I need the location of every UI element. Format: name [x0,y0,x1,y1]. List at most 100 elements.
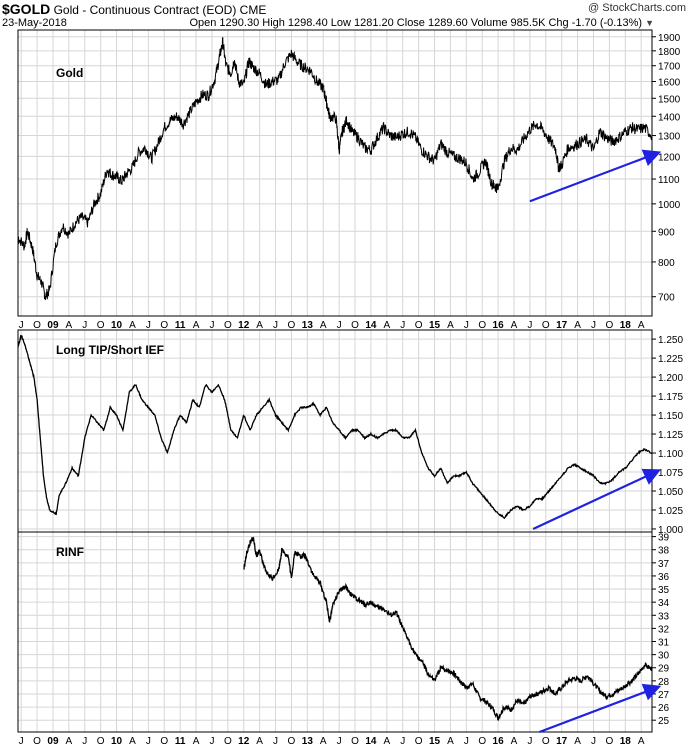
y-tick-label: 35 [658,585,670,596]
x-tick-label: A [574,320,581,331]
x-tick-label: 15 [429,320,441,331]
x-tick-label: 17 [556,736,568,747]
panel-label: Gold [56,66,83,80]
x-tick-label: 12 [238,736,250,747]
x-tick-label: 16 [493,320,505,331]
x-tick-label: A [66,736,73,747]
x-tick-label: 13 [302,320,314,331]
y-tick-label: 1200 [658,152,681,163]
x-tick-label: J [82,320,87,331]
x-tick-label: O [351,320,359,331]
y-tick-label: 1.200 [658,373,683,384]
y-tick-label: 39 [658,533,670,544]
panel-top: 700 800 900 1000 1100 1200 1300 1400 1500 1600 170… [17,29,681,317]
x-tick-label: A [383,320,390,331]
x-tick-label: A [638,320,645,331]
x-tick-label: 10 [111,320,123,331]
x-tick-label: J [19,736,24,747]
y-tick-label: 700 [658,293,675,304]
y-tick-label: 1700 [658,62,681,73]
chart-date: 23-May-2018 [2,17,67,29]
y-tick-label: 33 [658,611,670,622]
x-tick-label: 16 [493,736,505,747]
x-tick-label: A [383,736,390,747]
exchange: CME [239,3,267,17]
x-tick-label: A [256,320,263,331]
y-tick-label: 38 [658,546,670,557]
x-tick-label: J [591,320,596,331]
panel-middle: 1.000 1.025 1.050 1.075 1.100 1.125 1.150 1.175… [17,329,683,536]
x-tick-label: O [606,736,614,747]
x-tick-label: A [66,320,73,331]
x-tick-label: J [464,320,469,331]
x-tick-label: J [209,320,214,331]
ohlc-stats: Open 1290.30 High 1298.40 Low 1281.20 Cl… [189,17,654,29]
panel-frame [17,29,653,317]
y-tick-label: 1900 [658,33,681,44]
y-tick-label: 30 [658,651,670,662]
y-tick-label: 1400 [658,112,681,123]
y-tick-label: 26 [658,703,670,714]
x-tick-label: A [638,736,645,747]
x-tick-label: A [574,736,581,747]
y-tick-label: 1.000 [658,525,683,536]
x-tick-label: A [193,736,200,747]
trend-arrow [539,683,662,734]
x-tick-label: A [320,320,327,331]
x-tick-label: O [542,736,550,747]
x-tick-label: 12 [238,320,250,331]
x-tick-label: J [527,736,532,747]
y-tick-label: 1800 [658,47,681,58]
y-tick-label: 1.175 [658,392,683,403]
y-tick-label: 1.125 [658,430,683,441]
x-tick-label: O [351,736,359,747]
y-tick-label: 1.075 [658,468,683,479]
y-tick-label: 29 [658,664,670,675]
x-tick-label: 18 [620,320,632,331]
x-tick-label: O [478,736,486,747]
y-tick-label: 1500 [658,94,681,105]
chart-symbol-line: $GOLD Gold - Continuous Contract (EOD) C… [2,1,266,17]
y-tick-label: 1.250 [658,335,683,346]
trend-arrow [532,468,662,530]
watermark: @ StockCharts.com [588,2,686,14]
x-tick-label: A [320,736,327,747]
y-tick-label: 34 [658,598,670,609]
x-tick-label: O [606,320,614,331]
x-tick-label: J [273,320,278,331]
x-tick-label: J [209,736,214,747]
y-tick-label: 800 [658,258,675,269]
x-tick-label: J [527,320,532,331]
x-tick-label: O [160,320,168,331]
x-tick-label: O [97,320,105,331]
x-tick-label: 11 [175,320,186,331]
x-tick-label: O [224,320,232,331]
y-tick-label: 36 [658,572,670,583]
x-tick-label: O [288,736,296,747]
x-tick-label: 10 [111,736,123,747]
x-tick-label: O [542,320,550,331]
x-tick-label: J [146,736,151,747]
x-tick-label: A [256,736,263,747]
x-tick-label: O [288,320,296,331]
x-tick-label: O [160,736,168,747]
y-tick-label: 1.150 [658,411,683,422]
x-tick-label: J [464,736,469,747]
price-line [243,536,653,722]
x-axis: J O 09 A J O 10 A J O 11 A J O 12 A J O 13 A J O 14 A J O 15 A J O 16 A… [19,320,645,747]
panel-label: Long TIP/Short IEF [56,343,164,357]
y-tick-label: 27 [658,690,670,701]
panel-bottom: 25 26 27 28 29 30 31 32 33 34 35 36 37 38 39 RINF [17,531,670,734]
x-tick-label: 09 [47,320,59,331]
y-tick-label: 37 [658,559,670,570]
x-tick-label: O [33,320,41,331]
y-tick-label: 1.050 [658,487,683,498]
x-tick-label: A [447,320,454,331]
y-tick-label: 32 [658,624,670,635]
x-tick-label: A [129,320,136,331]
symbol-description: Gold - Continuous Contract (EOD) [53,3,237,17]
x-tick-label: O [415,736,423,747]
x-tick-label: J [273,736,278,747]
y-tick-label: 25 [658,716,670,727]
